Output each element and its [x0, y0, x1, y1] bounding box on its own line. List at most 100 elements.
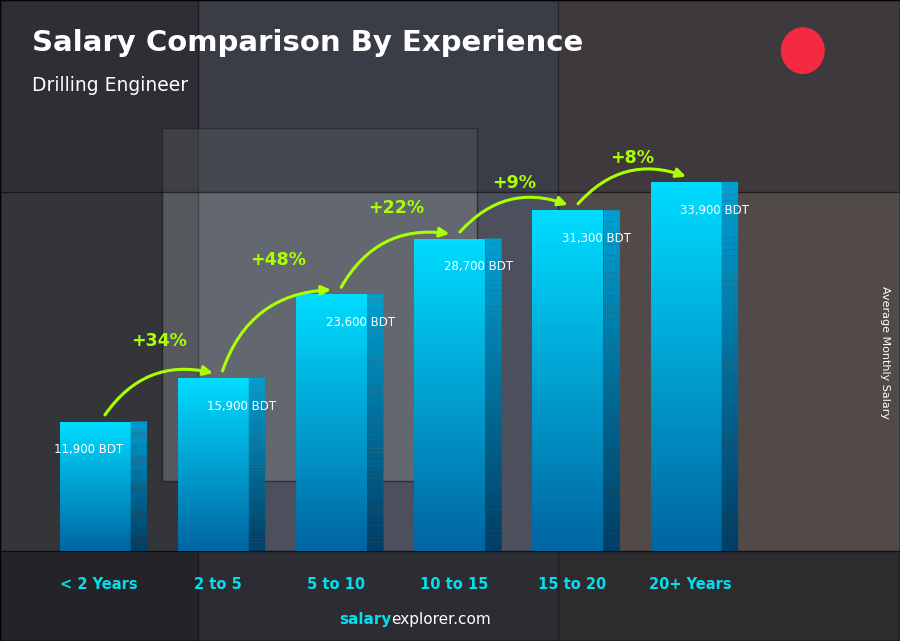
Polygon shape — [485, 468, 501, 473]
Polygon shape — [130, 426, 147, 428]
Bar — [414, 473, 485, 478]
Polygon shape — [603, 369, 620, 375]
Polygon shape — [722, 471, 738, 478]
Bar — [414, 327, 485, 332]
Bar — [178, 531, 248, 534]
Polygon shape — [722, 410, 738, 416]
Polygon shape — [367, 495, 383, 500]
Bar — [651, 354, 722, 360]
Bar — [296, 547, 367, 551]
Text: Average Monthly Salary: Average Monthly Salary — [879, 286, 890, 419]
Bar — [178, 392, 248, 395]
Polygon shape — [130, 510, 147, 512]
Polygon shape — [248, 490, 266, 494]
Bar — [178, 427, 248, 430]
Polygon shape — [130, 545, 147, 547]
Bar — [651, 317, 722, 324]
Bar — [414, 390, 485, 395]
Polygon shape — [130, 456, 147, 458]
Bar — [414, 426, 485, 431]
Polygon shape — [603, 363, 620, 369]
Bar — [414, 260, 485, 265]
Bar — [414, 458, 485, 463]
Polygon shape — [248, 479, 266, 482]
Polygon shape — [367, 453, 383, 457]
Bar — [178, 485, 248, 488]
Polygon shape — [485, 416, 501, 421]
Bar — [296, 526, 367, 530]
Bar — [414, 536, 485, 541]
Bar — [59, 463, 130, 465]
Polygon shape — [367, 337, 383, 341]
Polygon shape — [130, 540, 147, 543]
Bar — [533, 472, 603, 478]
Bar — [651, 360, 722, 367]
Bar — [59, 471, 130, 474]
Bar — [414, 249, 485, 254]
Polygon shape — [367, 530, 383, 534]
Bar — [651, 182, 722, 188]
Bar — [59, 526, 130, 528]
Bar — [533, 375, 603, 381]
Polygon shape — [603, 301, 620, 307]
Bar — [533, 483, 603, 488]
Polygon shape — [722, 459, 738, 465]
Bar — [651, 256, 722, 262]
Polygon shape — [485, 322, 501, 327]
Polygon shape — [603, 517, 620, 523]
Polygon shape — [722, 502, 738, 508]
Polygon shape — [248, 387, 266, 390]
Polygon shape — [130, 471, 147, 474]
Bar — [296, 401, 367, 406]
Bar — [59, 437, 130, 439]
Bar — [59, 547, 130, 549]
Polygon shape — [367, 538, 383, 543]
Polygon shape — [603, 512, 620, 517]
Polygon shape — [722, 367, 738, 372]
Bar — [533, 398, 603, 403]
Bar — [296, 315, 367, 320]
Polygon shape — [722, 440, 738, 447]
Polygon shape — [603, 375, 620, 381]
Polygon shape — [248, 467, 266, 470]
Bar — [59, 515, 130, 517]
Bar — [414, 358, 485, 363]
Bar — [533, 529, 603, 534]
Polygon shape — [367, 410, 383, 414]
Bar — [59, 488, 130, 491]
Bar — [296, 495, 367, 500]
Polygon shape — [130, 506, 147, 508]
Polygon shape — [248, 442, 266, 444]
Bar — [414, 332, 485, 338]
Bar — [651, 194, 722, 201]
Polygon shape — [722, 237, 738, 244]
Bar — [533, 307, 603, 313]
Bar — [296, 341, 367, 345]
Polygon shape — [367, 521, 383, 526]
Text: 2 to 5: 2 to 5 — [194, 578, 241, 592]
Bar — [59, 532, 130, 534]
Bar — [296, 513, 367, 517]
Bar — [414, 515, 485, 520]
Bar — [59, 536, 130, 538]
Polygon shape — [603, 449, 620, 454]
Bar — [533, 244, 603, 250]
Polygon shape — [367, 449, 383, 453]
Polygon shape — [722, 194, 738, 201]
Polygon shape — [722, 379, 738, 385]
Polygon shape — [130, 482, 147, 484]
Bar — [651, 422, 722, 428]
Bar — [533, 488, 603, 494]
Polygon shape — [130, 517, 147, 519]
Bar — [651, 372, 722, 379]
Bar — [178, 447, 248, 450]
Bar — [178, 508, 248, 511]
Polygon shape — [130, 430, 147, 433]
Bar — [178, 545, 248, 548]
Polygon shape — [722, 397, 738, 403]
Bar — [651, 206, 722, 213]
Bar — [178, 490, 248, 494]
Polygon shape — [485, 520, 501, 525]
Bar — [178, 476, 248, 479]
Polygon shape — [722, 545, 738, 551]
